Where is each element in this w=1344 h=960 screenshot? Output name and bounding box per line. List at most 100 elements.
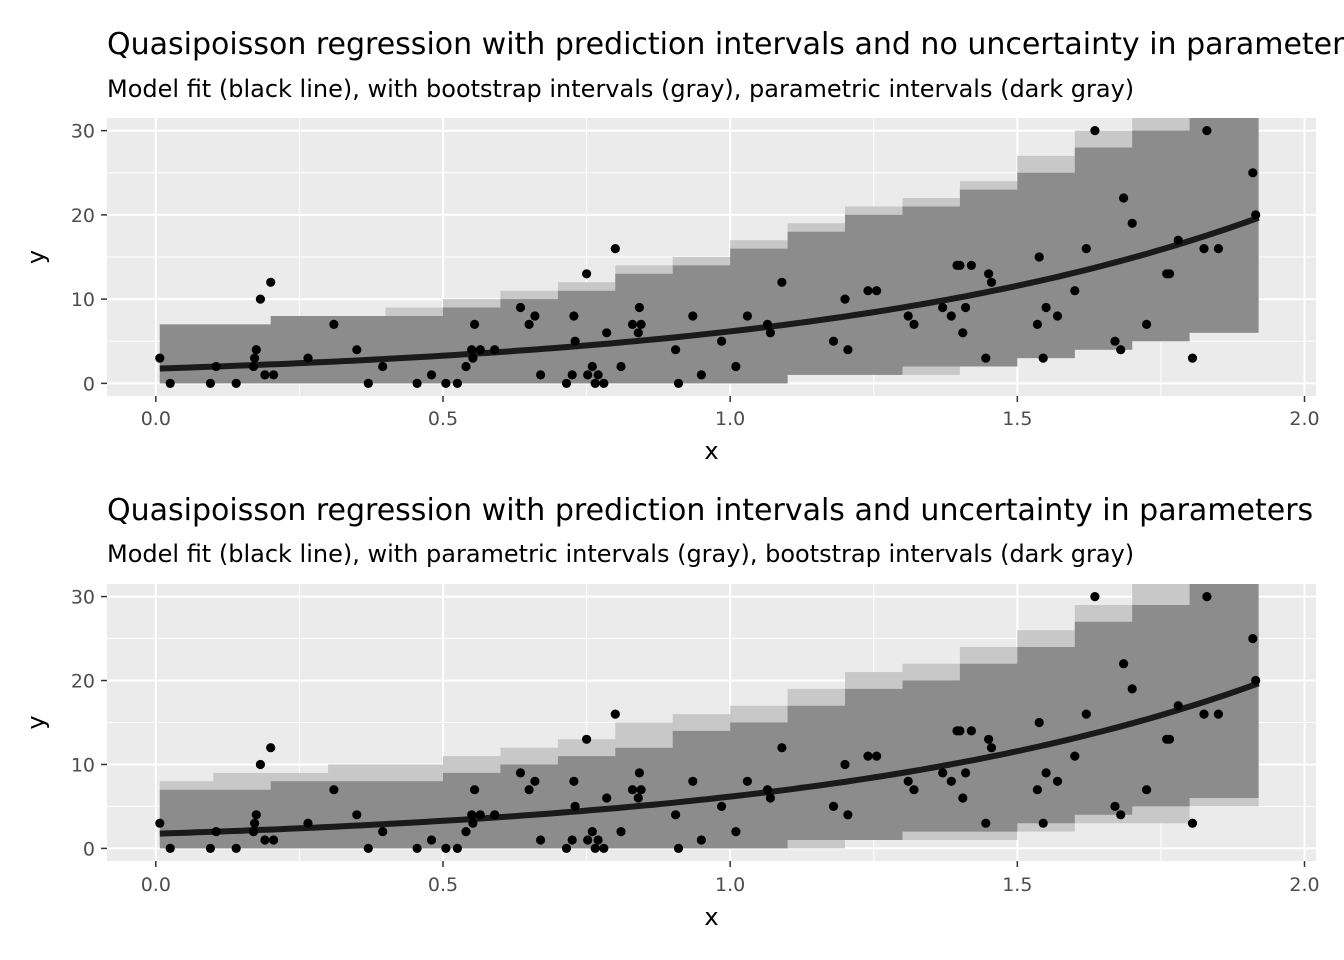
data-point	[966, 726, 977, 736]
data-point	[1110, 801, 1120, 812]
data-point	[468, 818, 478, 828]
data-point	[843, 810, 853, 820]
data-point	[633, 793, 643, 803]
data-point	[828, 801, 839, 812]
data-point	[412, 378, 422, 388]
data-point	[211, 361, 221, 372]
data-point	[863, 286, 873, 296]
y-tick-label: 30	[71, 587, 95, 609]
data-point	[984, 734, 994, 744]
data-point	[155, 353, 165, 363]
data-point	[211, 827, 221, 837]
data-point	[1119, 193, 1129, 203]
data-point	[269, 835, 279, 845]
data-point	[1110, 336, 1120, 346]
data-point	[583, 835, 593, 845]
data-point	[1070, 751, 1080, 761]
data-point	[266, 277, 276, 287]
data-point	[266, 743, 276, 753]
data-point	[1127, 218, 1137, 228]
data-point	[515, 302, 526, 313]
x-tick-label: 0.5	[428, 408, 458, 430]
data-point	[570, 336, 580, 346]
data-point	[255, 294, 265, 304]
data-point	[765, 328, 776, 338]
data-point	[536, 370, 546, 380]
data-point	[616, 827, 626, 837]
data-point	[731, 827, 741, 837]
data-point	[490, 345, 500, 355]
chart-subtitle: Model fit (black line), with parametric …	[107, 540, 1134, 568]
data-point	[909, 319, 919, 329]
inner-interval-band	[159, 584, 1259, 849]
data-point	[1142, 319, 1152, 329]
data-point	[205, 843, 215, 854]
data-point	[1202, 592, 1212, 602]
data-point	[946, 776, 956, 786]
data-point	[1251, 675, 1261, 686]
data-point	[1199, 244, 1209, 254]
data-point	[742, 776, 753, 786]
data-point	[536, 835, 546, 845]
data-point	[569, 311, 579, 321]
x-tick-label: 0.0	[141, 874, 171, 896]
y-axis-title: y	[22, 715, 50, 729]
data-point	[248, 361, 259, 372]
data-point	[1038, 353, 1048, 363]
data-point	[1248, 168, 1258, 178]
data-point	[165, 378, 175, 388]
data-point	[762, 319, 773, 329]
chart-panel-2: 0.0 0.5 1.0 1.5 2.0 0 10 20 30 x y Quasipoisson reg…	[22, 493, 1320, 931]
data-point	[363, 378, 373, 388]
y-tick-label: 0	[83, 838, 95, 860]
data-point	[452, 843, 462, 854]
data-point	[717, 801, 727, 812]
data-point	[1070, 286, 1080, 296]
data-point	[561, 843, 572, 854]
data-point	[731, 361, 741, 372]
data-point	[777, 743, 787, 753]
data-point	[587, 361, 597, 372]
data-point	[1041, 302, 1051, 313]
data-point	[441, 843, 451, 854]
data-point	[671, 345, 681, 355]
data-point	[872, 286, 882, 296]
data-point	[673, 843, 684, 854]
data-point	[961, 768, 971, 778]
data-point	[1034, 717, 1044, 728]
data-point	[688, 311, 698, 321]
data-point	[958, 328, 968, 338]
data-point	[610, 709, 620, 719]
data-point	[593, 835, 603, 845]
plot-area	[155, 118, 1261, 388]
data-point	[636, 319, 646, 329]
y-axis-title: y	[22, 250, 50, 264]
chart-panel-1: 0.0 0.5 1.0 1.5 2.0 0 10 20 30 x y Quasipoisson reg…	[22, 27, 1344, 465]
data-point	[903, 776, 913, 786]
data-point	[587, 827, 597, 837]
data-point	[958, 793, 968, 803]
data-point	[582, 734, 592, 744]
x-tick-label: 0.0	[141, 408, 171, 430]
x-tick-label: 0.5	[428, 874, 458, 896]
y-tick-label: 0	[83, 373, 95, 395]
data-point	[426, 370, 437, 380]
data-point	[561, 378, 572, 388]
data-point	[250, 353, 260, 363]
inner-interval-band	[159, 118, 1259, 384]
data-point	[1173, 235, 1183, 245]
data-point	[1034, 252, 1044, 262]
x-tick-label: 1.5	[1002, 874, 1032, 896]
data-point	[569, 776, 579, 786]
plot-area	[155, 584, 1261, 854]
data-point	[966, 260, 977, 270]
data-point	[986, 743, 997, 753]
chart-title: Quasipoisson regression with prediction …	[107, 493, 1313, 528]
data-point	[863, 751, 873, 761]
data-point	[599, 378, 609, 388]
data-point	[1052, 776, 1063, 786]
data-point	[840, 294, 850, 304]
data-point	[1090, 126, 1100, 136]
data-point	[627, 785, 638, 795]
data-point	[938, 302, 948, 313]
